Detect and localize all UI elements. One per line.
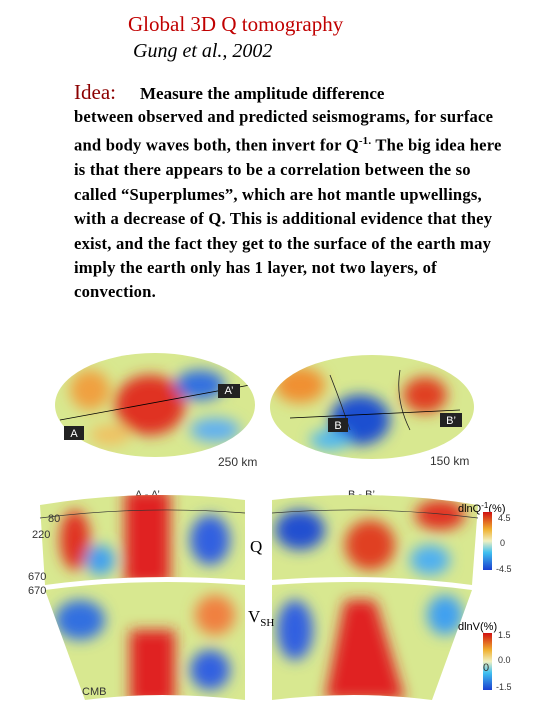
map-label: A’ <box>225 385 234 397</box>
depth-label: 220 <box>32 529 50 541</box>
depth-label: 80 <box>48 513 60 525</box>
section-label: V <box>248 607 261 626</box>
section-v-left <box>45 581 245 700</box>
map-label: B’ <box>446 415 456 427</box>
colorbar-tick: 0 <box>500 538 505 548</box>
section-v-right <box>272 581 472 700</box>
cmb-label: CMB <box>82 686 106 698</box>
depth-label: 150 km <box>430 454 469 468</box>
section-q-right <box>272 495 478 585</box>
colorbar-sup: -1 <box>481 501 489 510</box>
colorbar-tick: 0 <box>483 662 489 674</box>
map-left <box>55 353 255 457</box>
colorbar-label: dlnV(%) <box>458 621 497 633</box>
body-part: The big idea here is that there appears … <box>74 135 502 302</box>
body-sup: -1. <box>358 135 372 148</box>
colorbar-tick: -4.5 <box>496 564 512 574</box>
depth-label: 250 km <box>218 455 257 469</box>
idea-text: Measure the amplitude difference <box>140 84 385 103</box>
colorbar <box>483 633 492 690</box>
body-part: between observed and predicted seismogra… <box>74 107 494 155</box>
subtitle: Gung et al., 2002 <box>133 40 273 62</box>
colorbar-tick: 4.5 <box>498 513 511 523</box>
section-label: VSH <box>248 607 274 629</box>
colorbar-label: dlnQ <box>458 503 482 515</box>
title: Global 3D Q tomography <box>128 12 344 36</box>
colorbar-tick: 1.5 <box>498 630 511 640</box>
section-sub: SH <box>260 617 274 629</box>
map-label: A <box>70 428 78 440</box>
section-q-left <box>40 495 245 585</box>
colorbar-tick: 0.0 <box>498 655 511 665</box>
colorbar <box>483 512 492 570</box>
section-label: Q <box>250 537 262 556</box>
colorbar-label: dlnQ-1(%) <box>458 501 505 515</box>
idea-label: Idea: <box>74 80 116 104</box>
map-label: B <box>334 420 341 432</box>
colorbar-unit: (%) <box>488 503 505 515</box>
depth-label: 670 <box>28 585 46 597</box>
depth-label: 670 <box>28 571 46 583</box>
map-right <box>270 355 474 459</box>
colorbar-tick: -1.5 <box>496 682 512 692</box>
body-text: between observed and predicted seismogra… <box>74 105 514 305</box>
